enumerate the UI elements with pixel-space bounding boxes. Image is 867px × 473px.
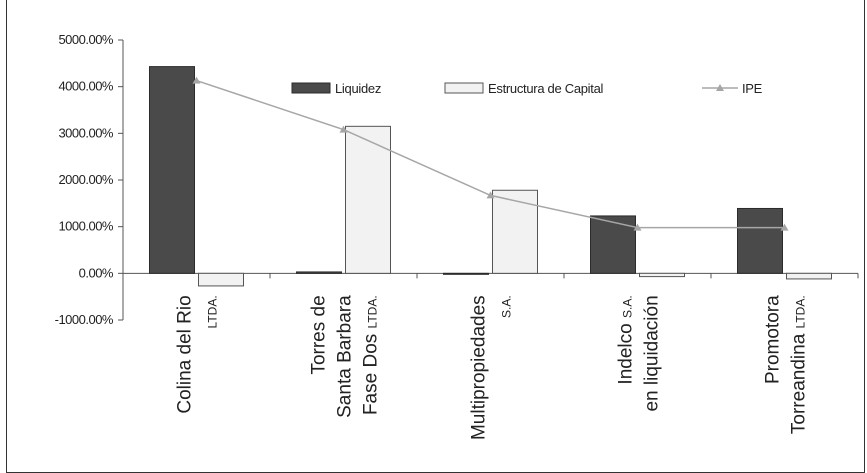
- y-tick-label: 0.00%: [79, 265, 114, 280]
- bar-liquidez: [590, 215, 636, 274]
- y-tick-label: 2000.00%: [58, 172, 113, 187]
- category-label-part: Indelco: [616, 318, 637, 385]
- category-label-part: Promotora: [763, 295, 784, 384]
- bar-estructura-de-capital: [198, 272, 244, 287]
- category-labels: Colina del Rio LTDA. Torres de Santa Barbar…: [175, 295, 810, 440]
- y-tick-label: 5000.00%: [58, 32, 113, 47]
- category-label-part: Colina del Rio: [175, 295, 196, 413]
- category-label-part: Multipropiedades: [469, 295, 490, 440]
- legend-swatch-liquidez: [291, 82, 331, 94]
- category-label: Torres de: [309, 295, 330, 374]
- category-label: Indelco S.A.: [616, 295, 637, 384]
- bar-estructura-de-capital: [345, 125, 391, 274]
- category-label-part: LTDA.: [366, 295, 380, 328]
- legend-marker-ipe: [716, 84, 724, 91]
- category-label: S.A.: [500, 295, 514, 318]
- legend-background: [282, 74, 782, 100]
- bar-liquidez: [149, 66, 195, 274]
- line-marker: [339, 125, 348, 133]
- category-label-part: Santa Barbara: [335, 295, 356, 418]
- chart-lines: [192, 76, 789, 231]
- legend-swatch-estructura: [444, 82, 484, 94]
- line-marker: [633, 223, 642, 231]
- category-label-part: LTDA.: [794, 295, 808, 328]
- category-label-part: Torreandina: [789, 328, 810, 434]
- legend-label-ipe: IPE: [742, 81, 763, 96]
- bar-liquidez: [737, 207, 783, 274]
- category-label: Colina del Rio: [175, 295, 196, 413]
- chart-bars: [149, 66, 832, 287]
- legend-label-estructura: Estructura de Capital: [488, 81, 604, 96]
- category-label: en liquidación: [642, 295, 663, 411]
- category-label: Torreandina LTDA.: [789, 295, 810, 434]
- category-label-part: S.A.: [500, 295, 514, 318]
- line-marker: [486, 191, 495, 199]
- category-label: LTDA.: [206, 295, 220, 328]
- line-marker: [192, 76, 201, 84]
- bar-liquidez: [296, 271, 342, 274]
- category-label: Promotora: [763, 295, 784, 384]
- category-label-part: en liquidación: [642, 295, 663, 411]
- chart-legend: Liquidez Estructura de Capital IPE: [282, 74, 782, 100]
- category-label-part: LTDA.: [206, 295, 220, 328]
- category-label: Multipropiedades: [469, 295, 490, 440]
- category-label-part: Torres de: [309, 295, 330, 374]
- y-tick-label: 3000.00%: [58, 125, 113, 140]
- bar-estructura-de-capital: [639, 272, 685, 278]
- category-label: Fase Dos LTDA.: [361, 295, 382, 415]
- y-tick-label: -1000.00%: [55, 312, 114, 327]
- line-ipe: [196, 79, 785, 229]
- line-marker: [780, 223, 789, 231]
- category-label-part: Fase Dos: [361, 328, 382, 415]
- bar-estructura-de-capital: [786, 272, 832, 280]
- category-label-part: S.A.: [621, 295, 635, 318]
- chart-axes: 5000.00% 4000.00% 3000.00% 2000.00% 1000.00%…: [55, 32, 859, 327]
- y-tick-label: 4000.00%: [58, 79, 113, 94]
- legend-label-liquidez: Liquidez: [335, 81, 381, 96]
- y-tick-label: 1000.00%: [58, 219, 113, 234]
- bar-estructura-de-capital: [492, 189, 538, 274]
- category-label: Santa Barbara: [335, 295, 356, 418]
- bar-liquidez: [443, 272, 489, 275]
